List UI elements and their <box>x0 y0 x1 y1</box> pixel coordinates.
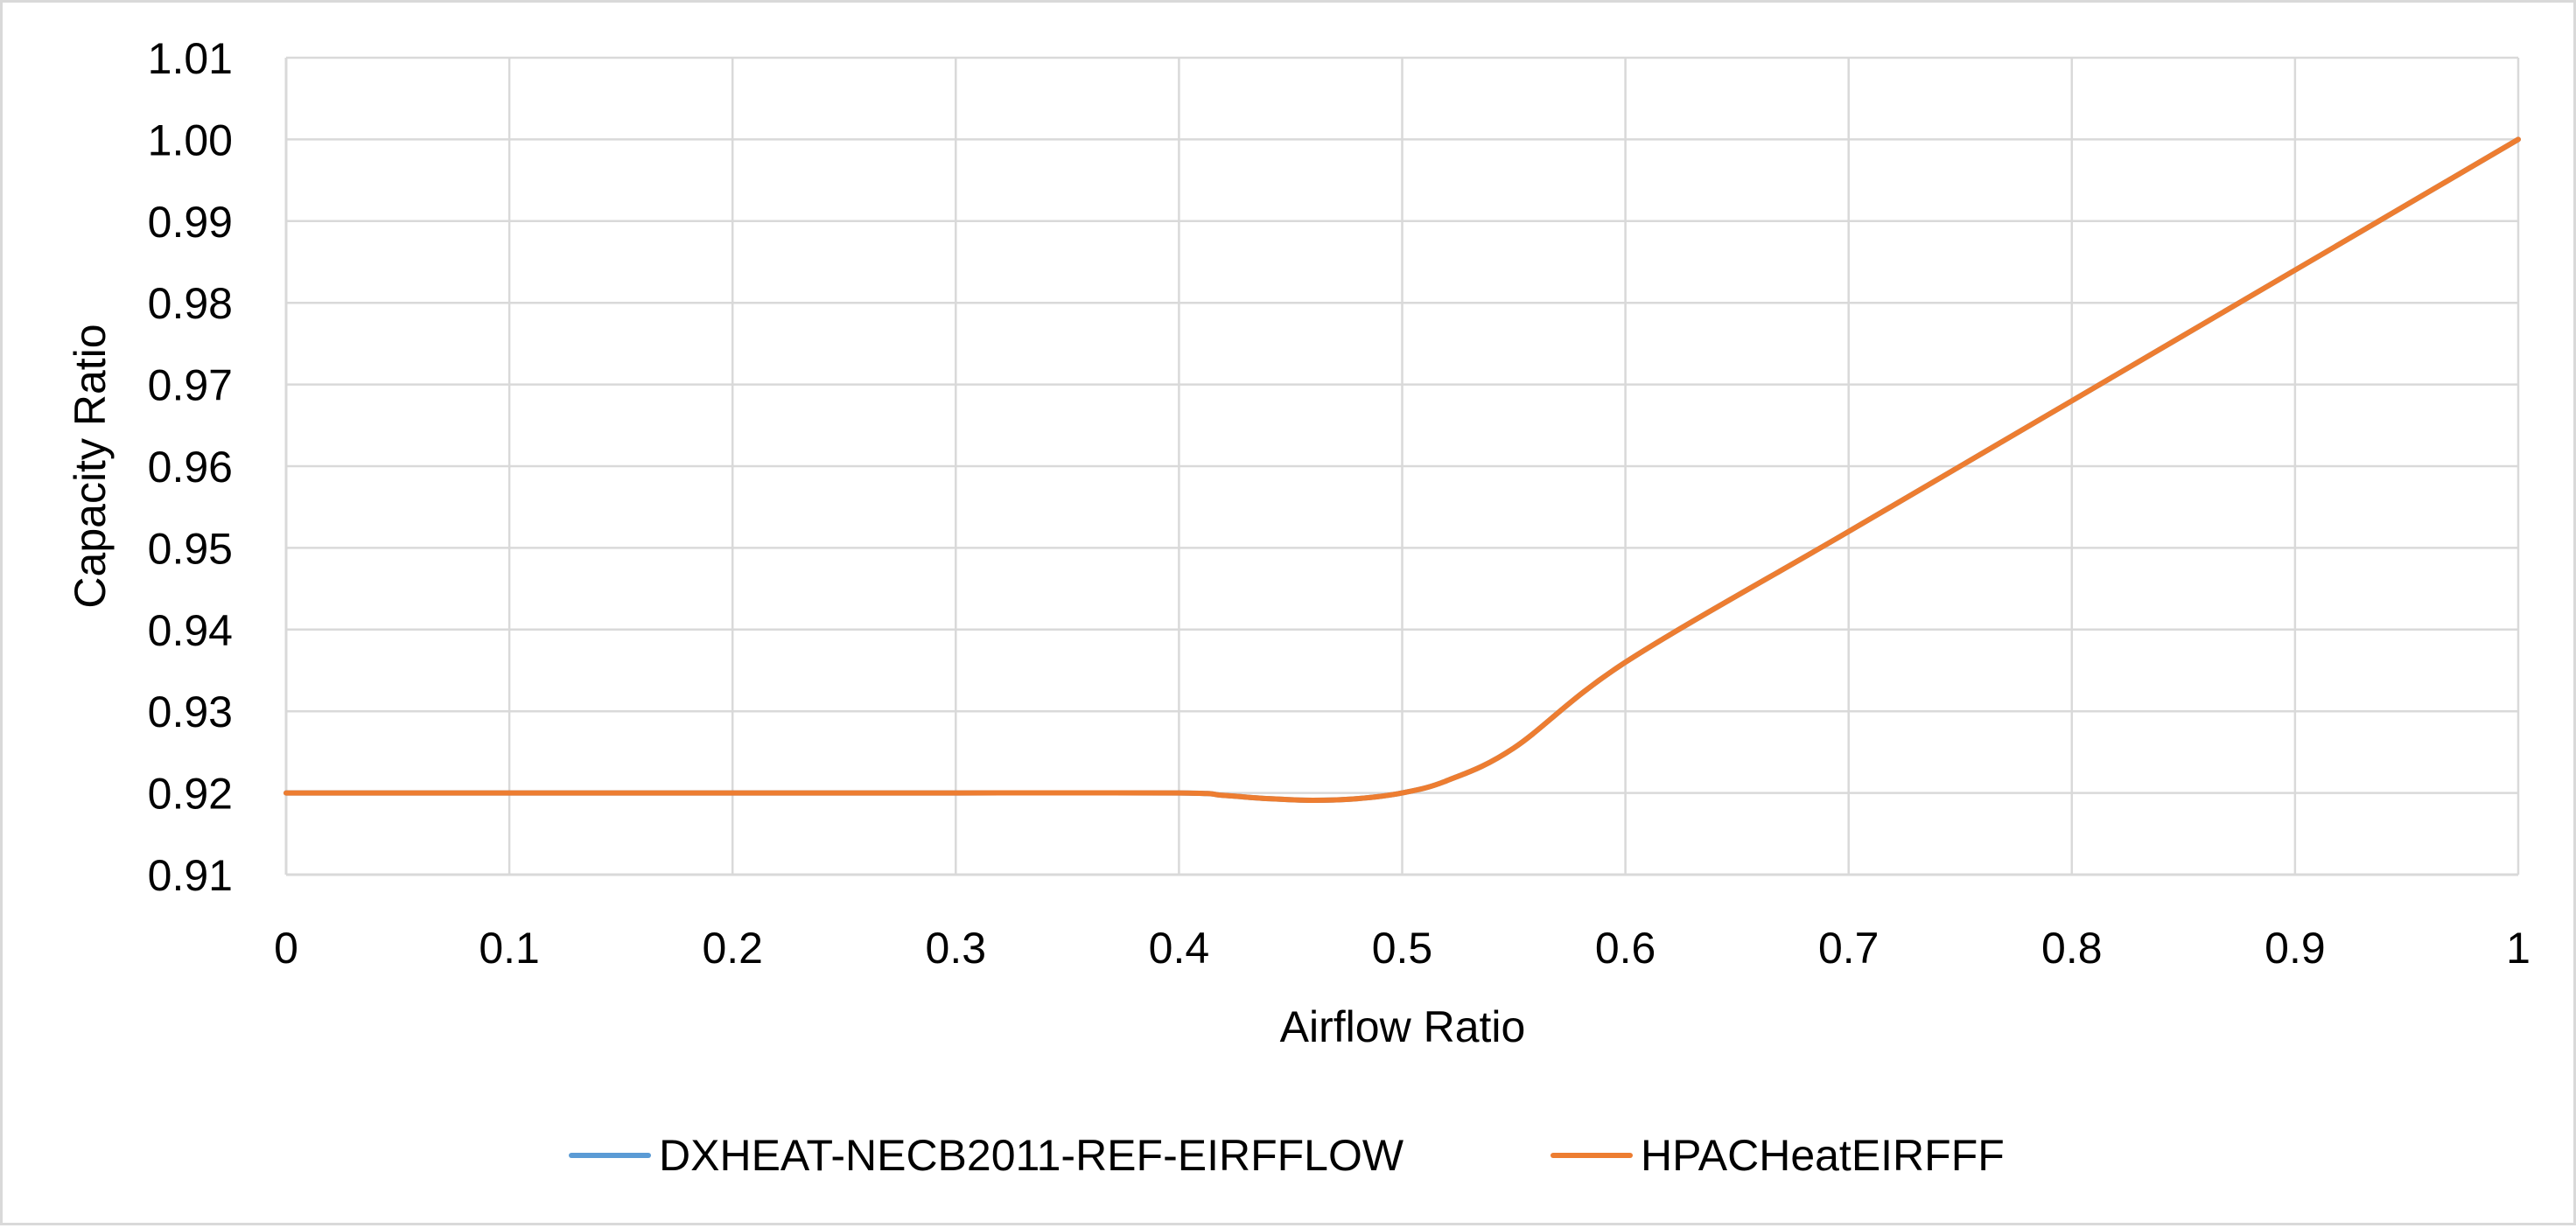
tick-labels: 0.910.920.930.940.950.960.970.980.991.00… <box>148 34 2530 973</box>
x-tick-label: 0.9 <box>2264 924 2326 973</box>
x-tick-label: 0.8 <box>2041 924 2103 973</box>
axes <box>284 58 2518 876</box>
x-tick-label: 0.7 <box>1818 924 1880 973</box>
y-tick-label: 1.00 <box>148 115 233 164</box>
x-tick-label: 0 <box>274 924 298 973</box>
x-tick-label: 0.2 <box>702 924 763 973</box>
y-tick-label: 0.93 <box>148 687 233 736</box>
series-line-hpacheat <box>284 136 2521 804</box>
line-chart: 0.910.920.930.940.950.960.970.980.991.00… <box>66 34 2530 1180</box>
y-axis-title: Capacity Ratio <box>66 324 115 608</box>
y-tick-label: 1.01 <box>148 34 233 83</box>
y-tick-label: 0.95 <box>148 524 233 573</box>
x-tick-label: 0.4 <box>1149 924 1210 973</box>
y-tick-label: 0.92 <box>148 770 233 819</box>
x-axis-title: Airflow Ratio <box>1280 1002 1526 1051</box>
legend-label-dxheat: DXHEAT-NECB2011-REF-EIRFFLOW <box>659 1131 1404 1180</box>
legend: DXHEAT-NECB2011-REF-EIRFFLOW HPACHeatEIR… <box>569 1131 2005 1180</box>
y-tick-label: 0.91 <box>148 851 233 900</box>
y-tick-label: 0.97 <box>148 361 233 410</box>
legend-label-hpacheat: HPACHeatEIRFFF <box>1641 1131 2005 1180</box>
y-tick-label: 0.98 <box>148 279 233 328</box>
x-tick-label: 0.1 <box>479 924 540 973</box>
y-tick-label: 0.94 <box>148 606 233 655</box>
series-lines <box>284 136 2521 804</box>
y-tick-label: 0.96 <box>148 443 233 492</box>
x-tick-label: 1 <box>2506 924 2530 973</box>
gridlines <box>286 56 2520 875</box>
x-tick-label: 0.3 <box>926 924 987 973</box>
x-tick-label: 0.5 <box>1372 924 1433 973</box>
x-tick-label: 0.6 <box>1595 924 1656 973</box>
y-tick-label: 0.99 <box>148 198 233 247</box>
